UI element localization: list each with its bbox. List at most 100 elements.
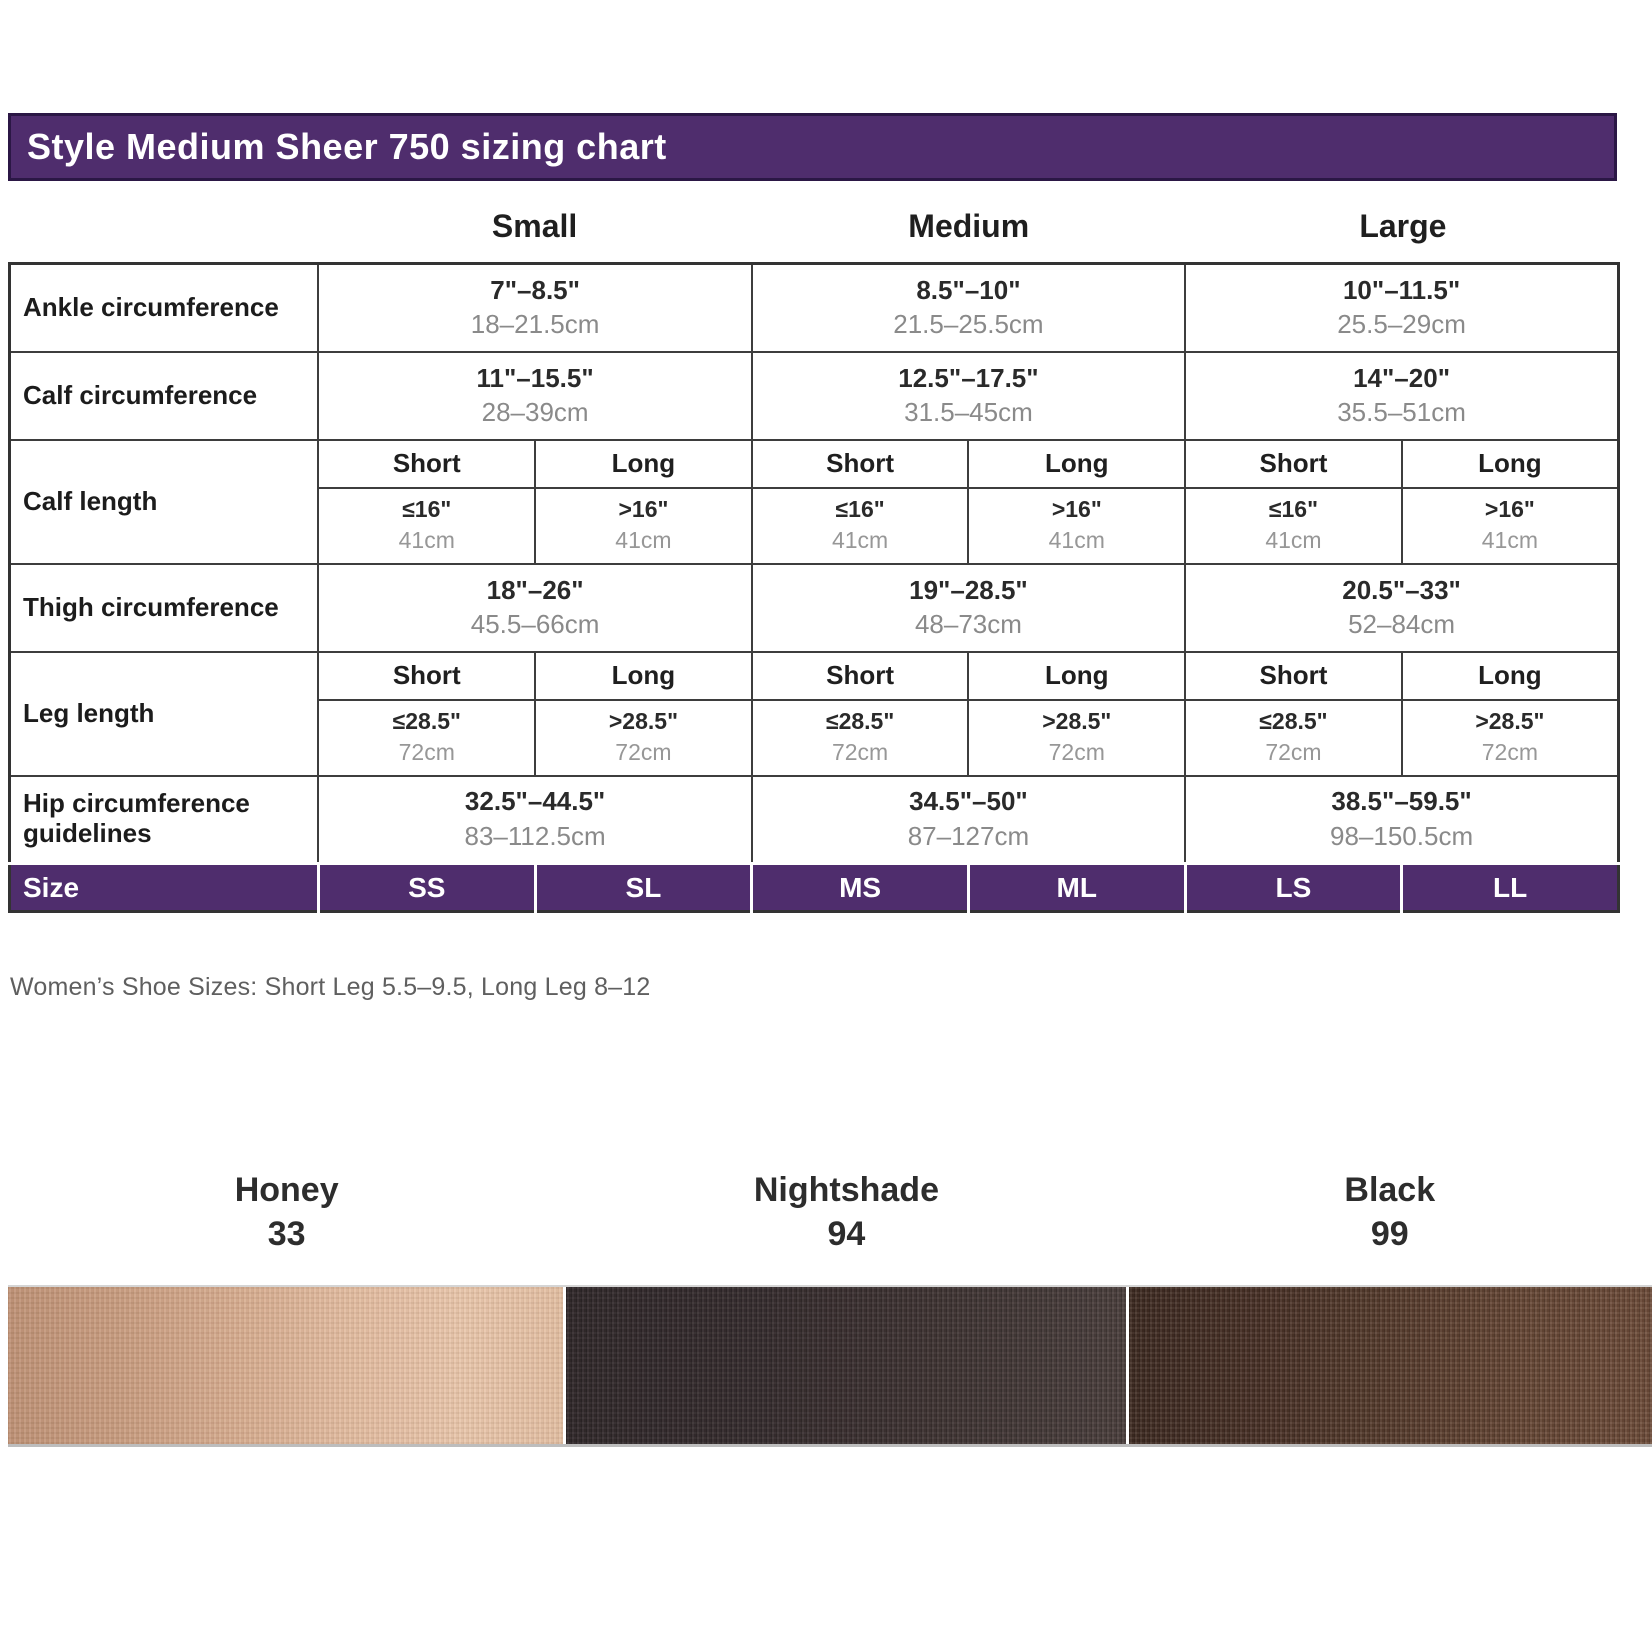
calf-circ-medium-cell: 12.5"–17.5" 31.5–45cm bbox=[750, 350, 1187, 441]
table-row-ankle-circumference: Ankle circumference 7"–8.5" 18–21.5cm 8.… bbox=[8, 262, 1620, 353]
inch-value: >28.5" bbox=[608, 708, 678, 735]
cm-value: 41cm bbox=[1481, 526, 1539, 553]
page-title: Style Medium Sheer 750 sizing chart bbox=[27, 126, 667, 167]
size-ll: LL bbox=[1400, 862, 1619, 912]
cm-value: 45.5–66cm bbox=[470, 608, 600, 639]
cm-value: 31.5–45cm bbox=[904, 396, 1033, 427]
cm-value: 48–73cm bbox=[914, 608, 1022, 639]
inch-value: >28.5" bbox=[1475, 708, 1545, 735]
calf-length-cell: ≤16" 41cm bbox=[1184, 486, 1403, 565]
cm-value: 72cm bbox=[1481, 738, 1539, 765]
inch-value: 34.5"–50" bbox=[909, 786, 1028, 817]
subheader-short: Short bbox=[750, 650, 970, 701]
row-label-calf-circumference: Calf circumference bbox=[8, 350, 320, 441]
inch-value: 32.5"–44.5" bbox=[464, 786, 606, 817]
inch-value: ≤28.5" bbox=[825, 708, 895, 735]
calf-length-cell: ≤16" 41cm bbox=[317, 486, 537, 565]
subheader-short: Short bbox=[1184, 438, 1403, 489]
leg-length-cell: >28.5" 72cm bbox=[1400, 698, 1620, 777]
subheader-long: Long bbox=[534, 438, 753, 489]
ankle-small-cell: 7"–8.5" 18–21.5cm bbox=[317, 262, 753, 353]
inch-value: 12.5"–17.5" bbox=[898, 362, 1039, 393]
cm-value: 72cm bbox=[831, 738, 889, 765]
cm-value: 18–21.5cm bbox=[470, 309, 600, 340]
inch-value: ≤16" bbox=[402, 496, 452, 523]
calf-circ-large-cell: 14"–20" 35.5–51cm bbox=[1184, 350, 1620, 441]
title-bar: Style Medium Sheer 750 sizing chart bbox=[8, 113, 1617, 181]
hip-medium-cell: 34.5"–50" 87–127cm bbox=[750, 774, 1187, 865]
table-row-thigh-circumference: Thigh circumference 18"–26" 45.5–66cm 19… bbox=[8, 562, 1620, 653]
swatch-honey bbox=[8, 1287, 564, 1444]
size-group-headers: Small Medium Large bbox=[8, 200, 1620, 252]
subheader-short: Short bbox=[750, 438, 970, 489]
row-label-calf-length: Calf length bbox=[8, 438, 320, 565]
row-label-ankle: Ankle circumference bbox=[8, 262, 320, 353]
inch-value: ≤16" bbox=[835, 496, 885, 523]
cm-value: 72cm bbox=[1265, 738, 1322, 765]
cm-value: 41cm bbox=[398, 526, 455, 553]
size-ms: MS bbox=[750, 862, 969, 912]
swatch-black bbox=[1126, 1287, 1652, 1444]
table-row-leg-length-values: ≤28.5" 72cm >28.5" 72cm ≤28.5" 72cm >28.… bbox=[10, 698, 1620, 777]
row-label-hip: Hip circumference guidelines bbox=[8, 774, 320, 865]
leg-length-cell: >28.5" 72cm bbox=[534, 698, 753, 777]
cm-value: 72cm bbox=[615, 738, 672, 765]
hip-large-cell: 38.5"–59.5" 98–150.5cm bbox=[1184, 774, 1620, 865]
cm-value: 21.5–25.5cm bbox=[893, 309, 1044, 340]
colorway-name: Nightshade bbox=[753, 1171, 939, 1209]
table-row-hip-circumference: Hip circumference guidelines 32.5"–44.5"… bbox=[8, 774, 1620, 865]
leg-length-cell: ≤28.5" 72cm bbox=[750, 698, 970, 777]
inch-value: 18"–26" bbox=[486, 574, 584, 605]
inch-value: >16" bbox=[1051, 496, 1102, 523]
table-row-calf-circumference: Calf circumference 11"–15.5" 28–39cm 12.… bbox=[8, 350, 1620, 441]
cm-value: 28–39cm bbox=[481, 396, 589, 427]
colorway-label-black: Black 99 bbox=[1128, 1168, 1652, 1256]
inch-value: ≤28.5" bbox=[392, 708, 461, 735]
size-ml: ML bbox=[966, 862, 1186, 912]
colorway-labels: Honey 33 Nightshade 94 Black 99 bbox=[8, 1168, 1652, 1256]
colorway-label-honey: Honey 33 bbox=[8, 1168, 565, 1256]
cm-value: 98–150.5cm bbox=[1330, 820, 1474, 851]
ankle-large-cell: 10"–11.5" 25.5–29cm bbox=[1184, 262, 1620, 353]
colorway-label-nightshade: Nightshade 94 bbox=[565, 1168, 1127, 1256]
inch-value: 7"–8.5" bbox=[490, 274, 580, 305]
sizing-table: Ankle circumference 7"–8.5" 18–21.5cm 8.… bbox=[8, 262, 1620, 913]
inch-value: ≤16" bbox=[1268, 496, 1318, 523]
table-row-calf-length-subheader: Calf length Short Long Short Long Short … bbox=[8, 438, 1620, 565]
column-header-medium: Medium bbox=[908, 207, 1030, 244]
cm-value: 41cm bbox=[1265, 526, 1322, 553]
cm-value: 41cm bbox=[831, 526, 889, 553]
inch-value: >16" bbox=[618, 496, 669, 523]
shoe-size-footnote: Women’s Shoe Sizes: Short Leg 5.5–9.5, L… bbox=[10, 973, 651, 1001]
subheader-long: Long bbox=[1400, 650, 1620, 701]
cm-value: 52–84cm bbox=[1348, 608, 1456, 639]
colorway-code: 99 bbox=[1370, 1215, 1409, 1254]
calf-length-cell: >16" 41cm bbox=[1400, 486, 1620, 565]
subheader-long: Long bbox=[967, 650, 1187, 701]
colorway-code: 94 bbox=[827, 1215, 866, 1254]
thigh-medium-cell: 19"–28.5" 48–73cm bbox=[750, 562, 1187, 653]
cm-value: 41cm bbox=[1048, 526, 1105, 553]
subheader-short: Short bbox=[317, 438, 537, 489]
colorway-name: Honey bbox=[234, 1171, 339, 1209]
cm-value: 72cm bbox=[1048, 738, 1105, 765]
ankle-medium-cell: 8.5"–10" 21.5–25.5cm bbox=[750, 262, 1187, 353]
cm-value: 25.5–29cm bbox=[1337, 309, 1466, 340]
inch-value: 38.5"–59.5" bbox=[1331, 786, 1472, 817]
row-label-leg-length: Leg length bbox=[8, 650, 320, 777]
inch-value: 10"–11.5" bbox=[1342, 274, 1461, 305]
row-label-thigh: Thigh circumference bbox=[8, 562, 320, 653]
column-header-large: Large bbox=[1359, 207, 1447, 244]
subheader-long: Long bbox=[534, 650, 753, 701]
subheader-short: Short bbox=[317, 650, 537, 701]
cm-value: 41cm bbox=[615, 526, 672, 553]
leg-length-cell: >28.5" 72cm bbox=[967, 698, 1187, 777]
cm-value: 83–112.5cm bbox=[464, 820, 606, 851]
colorway-name: Black bbox=[1344, 1171, 1436, 1209]
leg-length-cell: ≤28.5" 72cm bbox=[1184, 698, 1403, 777]
size-ss: SS bbox=[316, 862, 536, 912]
inch-value: 20.5"–33" bbox=[1342, 574, 1461, 605]
thigh-small-cell: 18"–26" 45.5–66cm bbox=[317, 562, 753, 653]
cm-value: 35.5–51cm bbox=[1337, 396, 1466, 427]
